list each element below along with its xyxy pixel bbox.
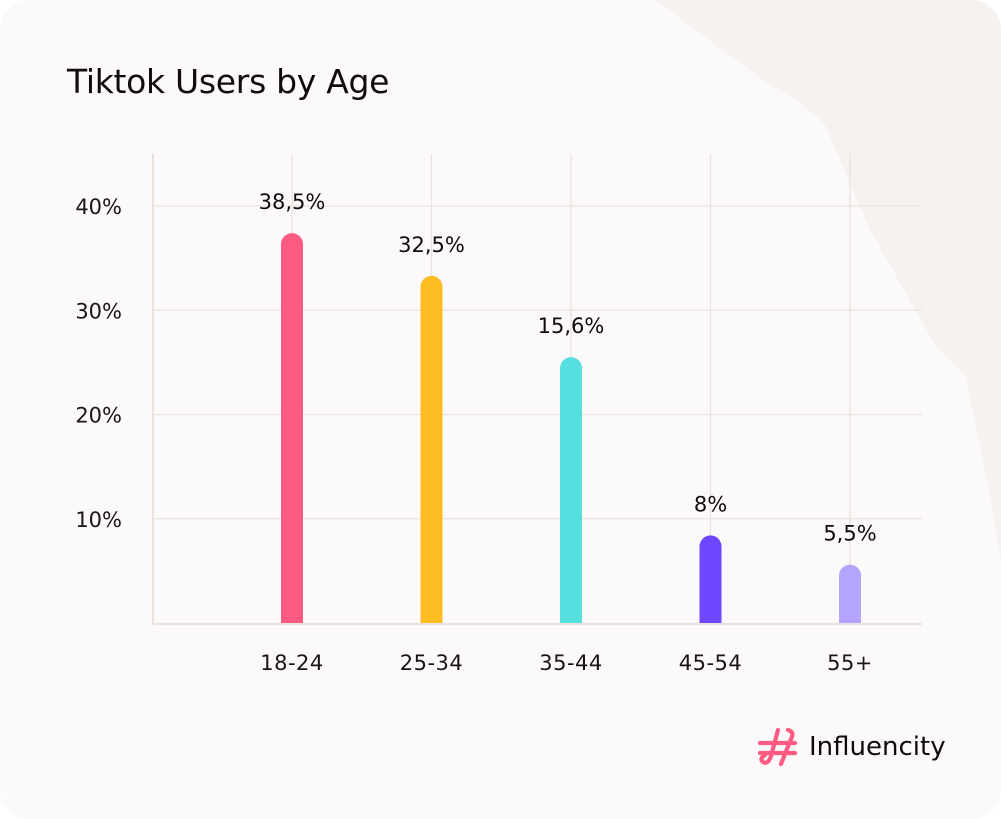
x-tick-label: 45-54: [679, 651, 743, 675]
data-label: 15,6%: [538, 314, 605, 338]
brand-logo: Influencity: [757, 724, 946, 769]
data-label: 8%: [694, 492, 727, 516]
bar-45-54: [699, 535, 722, 623]
x-tick-label: 55+: [827, 651, 873, 675]
brand-name: Influencity: [809, 731, 946, 762]
bar-35-44: [560, 357, 582, 623]
x-tick-label: 18-24: [260, 651, 324, 675]
y-tick-label: 20%: [75, 404, 122, 428]
bar-55+: [839, 564, 861, 623]
data-label: 5,5%: [823, 522, 876, 546]
hash-logo-icon: [757, 727, 798, 766]
bar-layer: [281, 233, 861, 623]
chart-title: Tiktok Users by Age: [67, 62, 390, 101]
grid-layer: [153, 154, 922, 623]
axis-layer: [152, 154, 922, 626]
bar-18-24: [281, 233, 303, 623]
data-label: 32,5%: [398, 233, 465, 257]
bar-25-34: [420, 275, 443, 623]
y-tick-label: 40%: [75, 195, 122, 219]
x-tick-label: 25-34: [400, 651, 464, 675]
x-tick-label: 35-44: [539, 651, 603, 675]
y-tick-label: 10%: [75, 508, 122, 532]
label-layer: 10% 20% 30% 40% 38,5% 18-24 32,5% 25-34 15,6% 35-…: [75, 190, 876, 675]
y-tick-label: 30%: [75, 299, 122, 323]
data-label: 38,5%: [259, 190, 326, 214]
